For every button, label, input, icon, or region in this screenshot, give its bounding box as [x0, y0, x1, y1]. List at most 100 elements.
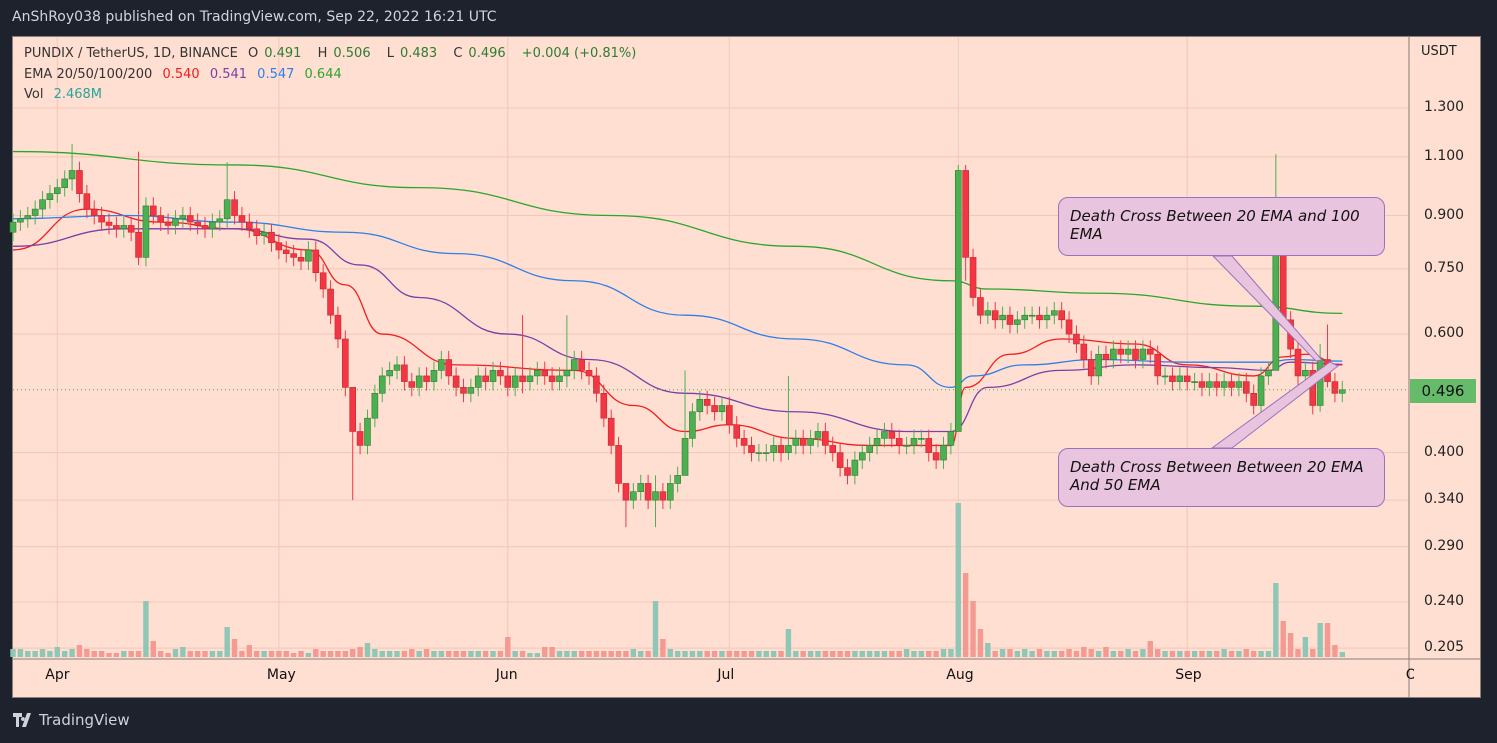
currency-label: USDT — [1421, 44, 1457, 59]
volume-bar — [1125, 649, 1131, 657]
candle-body — [1058, 310, 1065, 321]
candle-body — [1257, 375, 1265, 406]
last-price-label: 0.496 — [1410, 379, 1476, 403]
price-tick-label: 0.400 — [1424, 443, 1465, 460]
volume-bar — [113, 653, 120, 657]
volume-bar — [911, 651, 917, 657]
volume-bar — [394, 651, 400, 657]
volume-bar — [1317, 623, 1323, 657]
volume-bar — [556, 651, 563, 657]
candle-body — [408, 381, 416, 388]
volume-bar — [505, 637, 511, 657]
symbol-title[interactable]: PUNDIX / TetherUS, 1D, BINANCE — [24, 46, 238, 61]
candle-body — [246, 221, 253, 230]
chart-frame[interactable] — [12, 36, 1481, 698]
candle-body — [918, 438, 925, 440]
candle-body — [194, 221, 201, 226]
volume-bar — [1147, 641, 1153, 657]
ema50-line — [12, 228, 1343, 433]
volume-bar — [1110, 651, 1117, 657]
candle-body — [1242, 381, 1250, 394]
candle-body — [452, 375, 460, 388]
candle-body — [792, 438, 800, 446]
volume-bar — [446, 651, 452, 657]
candle-body — [17, 218, 24, 223]
candle-body — [76, 170, 83, 194]
volume-bar — [763, 651, 769, 657]
candle-body — [1206, 381, 1213, 388]
volume-bar — [246, 645, 253, 657]
candle-body — [1213, 381, 1221, 388]
candle-body — [105, 221, 113, 226]
candle-body — [570, 359, 578, 371]
candle-body — [39, 199, 46, 210]
candle-body — [932, 452, 940, 461]
volume-bar — [84, 649, 90, 657]
candle-body — [150, 205, 157, 216]
volume-bar — [231, 639, 238, 657]
volume-bar — [497, 651, 504, 657]
time-tick-label: Jul — [717, 667, 735, 683]
volume-bar — [25, 651, 31, 657]
volume-bar — [601, 651, 607, 657]
ohlc-high: H 0.506 — [318, 46, 377, 61]
volume-bar — [571, 651, 577, 657]
candle-body — [1294, 348, 1302, 377]
price-tick-label: 0.750 — [1424, 259, 1465, 276]
candle-body — [179, 215, 187, 220]
candle-body — [1331, 381, 1339, 394]
volume-bar — [726, 651, 733, 657]
candle-body — [54, 187, 61, 194]
tradingview-logo[interactable]: TradingView — [13, 711, 130, 729]
volume-bar — [327, 651, 334, 657]
ema200-value: 0.644 — [304, 66, 342, 82]
candle-body — [733, 424, 741, 439]
candle-body — [438, 359, 445, 371]
volume-bar — [423, 649, 430, 657]
volume-bar — [1177, 651, 1183, 657]
candle-body — [600, 392, 608, 419]
volume-bar — [1221, 649, 1227, 657]
volume-bar — [91, 651, 97, 657]
ema-label[interactable]: EMA 20/50/100/200 — [24, 66, 153, 82]
candle-body — [268, 231, 275, 244]
candle-body — [68, 170, 76, 180]
annotation-death-cross-20-100[interactable]: Death Cross Between 20 EMA and 100 EMA — [1058, 197, 1385, 256]
ema20-value: 0.540 — [162, 66, 200, 82]
annotation-death-cross-20-50[interactable]: Death Cross Between Between 20 EMA And 5… — [1058, 448, 1385, 507]
candle-body — [120, 225, 128, 230]
volume-bar — [615, 651, 622, 657]
volume-bar — [313, 649, 319, 657]
ema100-value: 0.547 — [257, 66, 295, 82]
volume-bar — [165, 653, 171, 657]
volume-bar — [10, 649, 16, 657]
volume-bar — [807, 651, 814, 657]
candle-body — [1220, 381, 1228, 388]
volume-bar — [379, 651, 385, 657]
candle-body — [718, 405, 726, 413]
volume-bar — [1191, 651, 1198, 657]
candle-body — [319, 272, 327, 290]
volume-bar — [564, 651, 570, 657]
candle-body — [342, 338, 349, 388]
volume-bar — [1007, 649, 1013, 657]
candle-body — [947, 431, 955, 446]
volume-bar — [1228, 651, 1235, 657]
volume-bar — [409, 649, 415, 657]
vol-label[interactable]: Vol — [24, 87, 44, 102]
volume-bar — [1243, 649, 1249, 657]
volume-bar — [1295, 649, 1301, 657]
candle-body — [113, 225, 120, 230]
candle-body — [1065, 319, 1073, 335]
candle-body — [1102, 353, 1110, 360]
candle-body — [297, 257, 305, 262]
volume-bar — [1036, 649, 1043, 657]
volume-bar — [542, 647, 548, 657]
candle-body — [607, 417, 615, 446]
volume-bar — [98, 651, 105, 657]
volume-bar — [290, 653, 297, 657]
candle-body — [977, 297, 984, 316]
